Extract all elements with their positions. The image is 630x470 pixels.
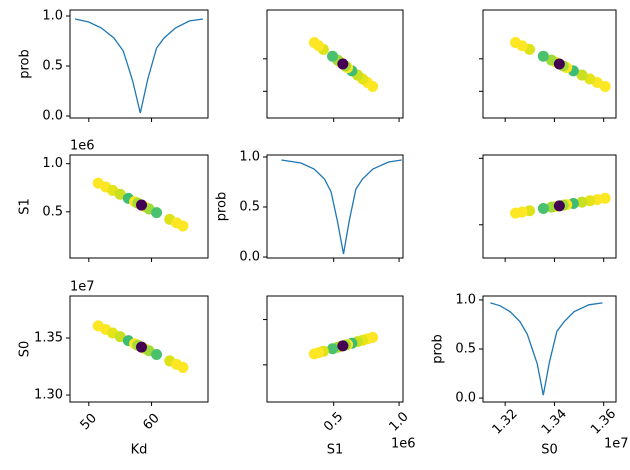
sample-point — [576, 196, 588, 208]
y-axis-label: prob — [431, 334, 446, 364]
sample-point — [327, 50, 339, 62]
y-tick-label: 1.0 — [239, 150, 260, 165]
sample-point — [308, 348, 320, 360]
x-offset-label: 1e7 — [604, 437, 629, 452]
sample-point — [151, 207, 163, 219]
sample-point — [114, 188, 126, 200]
y-tick-label: 0.0 — [239, 250, 260, 265]
x-axis-label: Kd — [131, 443, 148, 458]
sample-point — [553, 58, 565, 70]
y-tick-label: 0.0 — [42, 109, 63, 124]
axes-frame — [69, 154, 209, 259]
axes-frame — [482, 9, 617, 119]
axes-frame — [482, 295, 617, 403]
x-tick-label: 60 — [140, 411, 162, 433]
sample-point — [114, 331, 126, 343]
sample-point — [510, 207, 522, 219]
sample-point — [308, 37, 320, 49]
x-offset-label: 1e6 — [391, 437, 416, 452]
sample-point — [337, 340, 349, 352]
sample-point — [177, 220, 189, 232]
sample-point — [537, 202, 549, 214]
y-offset-label: 1e6 — [70, 139, 95, 154]
axes-frame — [69, 295, 209, 403]
axes-frame — [482, 154, 617, 259]
axes-frame — [69, 9, 209, 119]
y-tick-label: 1.0 — [42, 156, 63, 171]
y-tick-label: 0.5 — [239, 200, 260, 215]
y-tick-label: 1.0 — [455, 292, 476, 307]
sample-point — [510, 37, 522, 49]
y-axis-label: prob — [215, 192, 230, 222]
y-tick-label: 1.0 — [42, 9, 63, 24]
y-tick-label: 0.5 — [42, 204, 63, 219]
axes-frame — [266, 154, 404, 259]
x-tick-label: 1.34 — [539, 406, 570, 437]
x-tick-label: 50 — [78, 411, 100, 433]
y-tick-label: 0.0 — [455, 391, 476, 406]
sample-point — [136, 341, 148, 353]
sample-point — [151, 349, 163, 361]
sample-point — [177, 361, 189, 373]
sample-point — [337, 58, 349, 70]
prob-curve — [74, 18, 204, 114]
y-tick-label: 1.35 — [34, 330, 63, 345]
x-axis-label: S1 — [327, 443, 344, 458]
x-tick-label: 0.5 — [321, 409, 346, 434]
sample-point — [553, 200, 565, 212]
y-tick-label: 1.30 — [34, 388, 63, 403]
x-axis-label: S0 — [541, 443, 558, 458]
x-tick-label: 1.36 — [588, 406, 619, 437]
prob-curve — [490, 302, 603, 396]
sample-point — [576, 69, 588, 81]
axes-frame — [266, 9, 404, 119]
sample-point — [327, 343, 339, 355]
y-offset-label: 1e7 — [70, 280, 95, 295]
sample-point — [136, 199, 148, 211]
y-axis-label: S0 — [18, 341, 33, 358]
x-tick-label: 1.0 — [386, 409, 411, 434]
y-tick-label: 0.5 — [455, 342, 476, 357]
prob-curve — [281, 159, 402, 255]
axes-frame — [266, 295, 404, 403]
x-tick-label: 1.32 — [490, 406, 521, 437]
sample-point — [537, 50, 549, 62]
y-axis-label: prob — [18, 49, 33, 79]
y-axis-label: S1 — [18, 198, 33, 215]
y-tick-label: 0.5 — [42, 59, 63, 74]
